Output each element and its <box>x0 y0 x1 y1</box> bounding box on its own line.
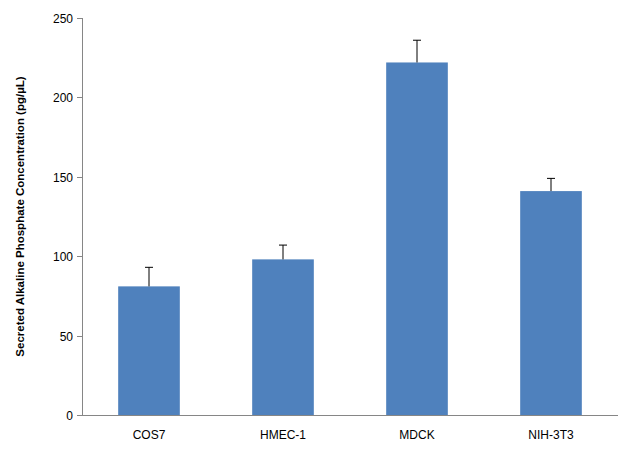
error-cap <box>279 245 287 246</box>
x-tick-label: COS7 <box>133 428 166 442</box>
y-tick-label: 150 <box>53 171 73 185</box>
error-bar <box>547 178 555 191</box>
x-tick-label: MDCK <box>399 428 434 442</box>
bars <box>118 40 582 415</box>
y-axis <box>82 18 83 415</box>
chart: 0 50 100 150 200 250 COS7 HMEC-1 MDCK NIH-3T3 Secr… <box>0 0 643 457</box>
y-tick <box>77 256 82 257</box>
y-tick <box>77 177 82 178</box>
y-tick <box>77 415 82 416</box>
y-tick-label: 50 <box>60 330 74 344</box>
error-cap <box>145 267 153 268</box>
bar <box>386 62 448 415</box>
x-tick-label: NIH-3T3 <box>528 428 574 442</box>
y-tick-label: 200 <box>53 91 73 105</box>
bar <box>520 191 582 415</box>
y-tick-label: 0 <box>66 409 73 423</box>
error-stem <box>149 267 150 286</box>
y-tick-label: 100 <box>53 250 73 264</box>
error-bar <box>279 245 287 259</box>
x-tick-label: HMEC-1 <box>260 428 306 442</box>
error-bar <box>145 267 153 286</box>
y-tick-label: 250 <box>53 12 73 26</box>
x-axis <box>82 415 618 416</box>
error-stem <box>283 245 284 259</box>
error-cap <box>547 178 555 179</box>
error-cap <box>413 40 421 41</box>
bar <box>118 286 180 415</box>
error-stem <box>417 40 418 62</box>
y-tick <box>77 336 82 337</box>
error-bar <box>413 40 421 62</box>
bar <box>252 259 314 415</box>
y-tick <box>77 97 82 98</box>
error-stem <box>551 178 552 191</box>
y-tick <box>77 18 82 19</box>
y-axis-label: Secreted Alkaline Phosphate Concentratio… <box>14 76 26 356</box>
